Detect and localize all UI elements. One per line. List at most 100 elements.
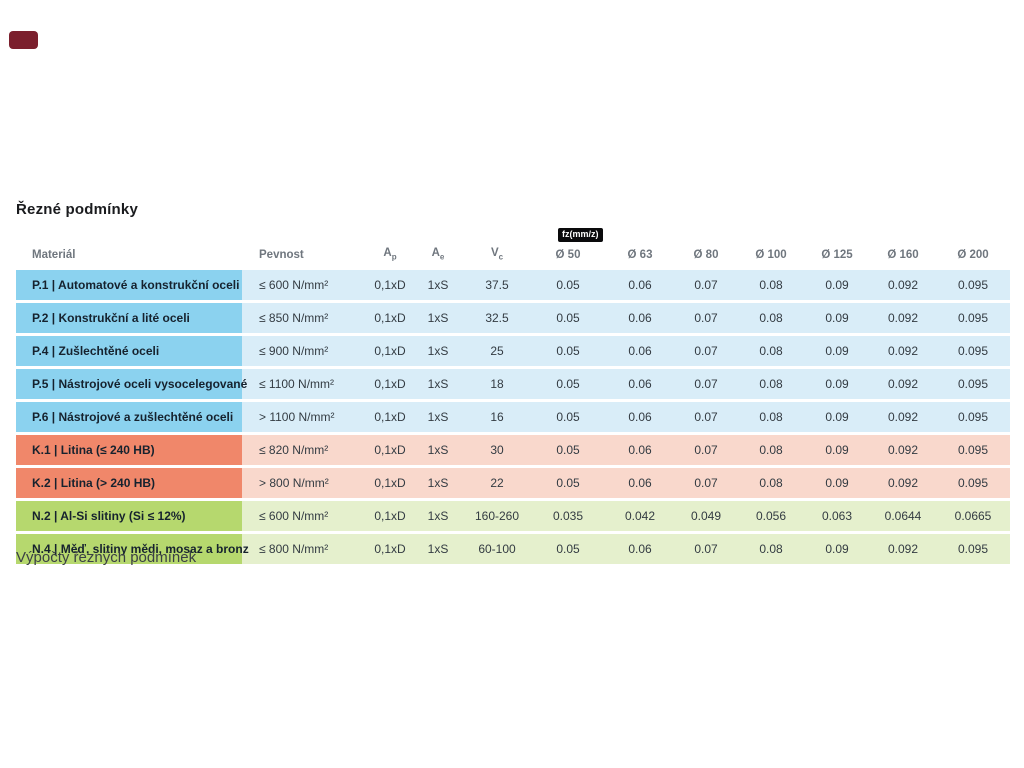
material-cell: P.1 | Automatové a konstrukční oceli bbox=[16, 270, 242, 300]
pevnost-cell: > 800 N/mm² bbox=[242, 468, 368, 498]
vc-cell: 18 bbox=[464, 369, 530, 399]
fz-cell: 0.08 bbox=[738, 303, 804, 333]
fz-cell: 0.06 bbox=[606, 435, 674, 465]
fz-cell: 0.07 bbox=[674, 402, 738, 432]
ae-cell: 1xS bbox=[412, 402, 464, 432]
fz-cell: 0.05 bbox=[530, 303, 606, 333]
fz-unit-badge: fz(mm/z) bbox=[558, 228, 603, 242]
fz-cell: 0.06 bbox=[606, 534, 674, 564]
col-header-d80: Ø 80 bbox=[693, 249, 719, 261]
fz-cell: 0.092 bbox=[870, 468, 936, 498]
fz-cell: 0.07 bbox=[674, 303, 738, 333]
fz-cell: 0.09 bbox=[804, 270, 870, 300]
col-header-d100: Ø 100 bbox=[755, 249, 787, 261]
fz-cell: 0.09 bbox=[804, 303, 870, 333]
fz-cell: 0.09 bbox=[804, 534, 870, 564]
fz-cell: 0.095 bbox=[936, 402, 1010, 432]
fz-cell: 0.092 bbox=[870, 336, 936, 366]
fz-cell: 0.08 bbox=[738, 369, 804, 399]
fz-cell: 0.08 bbox=[738, 435, 804, 465]
col-header-d125: Ø 125 bbox=[821, 249, 853, 261]
col-header-ae: Ae bbox=[412, 227, 464, 267]
cutting-conditions-table: Materiál Pevnost Ap Ae Vc fz(mm/z) Ø 50 Ø… bbox=[16, 224, 1010, 567]
fz-cell: 0.063 bbox=[804, 501, 870, 531]
fz-cell: 0.0644 bbox=[870, 501, 936, 531]
table-row: P.4 | Zušlechtěné oceli ≤ 900 N/mm² 0,1xD 1… bbox=[16, 336, 1010, 366]
fz-cell: 0.05 bbox=[530, 468, 606, 498]
fz-cell: 0.08 bbox=[738, 468, 804, 498]
table-header-row: Materiál Pevnost Ap Ae Vc fz(mm/z) Ø 50 Ø… bbox=[16, 227, 1010, 267]
vc-cell: 160-260 bbox=[464, 501, 530, 531]
table-body: P.1 | Automatové a konstrukční oceli ≤ 60… bbox=[16, 270, 1010, 564]
fz-cell: 0.07 bbox=[674, 270, 738, 300]
ap-cell: 0,1xD bbox=[368, 369, 412, 399]
fz-cell: 0.09 bbox=[804, 369, 870, 399]
fz-cell: 0.06 bbox=[606, 270, 674, 300]
fz-cell: 0.05 bbox=[530, 534, 606, 564]
vc-cell: 37.5 bbox=[464, 270, 530, 300]
fz-cell: 0.0665 bbox=[936, 501, 1010, 531]
fz-cell: 0.095 bbox=[936, 336, 1010, 366]
vc-cell: 30 bbox=[464, 435, 530, 465]
fz-cell: 0.07 bbox=[674, 534, 738, 564]
vc-label: V bbox=[490, 246, 499, 259]
ae-cell: 1xS bbox=[412, 369, 464, 399]
pevnost-cell: ≤ 600 N/mm² bbox=[242, 501, 368, 531]
table-row: K.2 | Litina (> 240 HB) > 800 N/mm² 0,1xD 1… bbox=[16, 468, 1010, 498]
vc-cell: 60-100 bbox=[464, 534, 530, 564]
table-row: N.4 | Měď, slitiny mědi, mosaz a bronz ≤ … bbox=[16, 534, 1010, 564]
material-cell: N.4 | Měď, slitiny mědi, mosaz a bronz bbox=[16, 534, 249, 564]
fz-cell: 0.092 bbox=[870, 402, 936, 432]
fz-cell: 0.06 bbox=[606, 369, 674, 399]
fz-cell: 0.08 bbox=[738, 336, 804, 366]
table-row: K.1 | Litina (≤ 240 HB) ≤ 820 N/mm² 0,1xD 1… bbox=[16, 435, 1010, 465]
fz-cell: 0.092 bbox=[870, 534, 936, 564]
ae-cell: 1xS bbox=[412, 468, 464, 498]
material-cell: P.4 | Zušlechtěné oceli bbox=[16, 336, 242, 366]
ap-cell: 0,1xD bbox=[368, 336, 412, 366]
page-title: Řezné podmínky bbox=[16, 201, 138, 218]
material-cell: K.2 | Litina (> 240 HB) bbox=[16, 468, 242, 498]
material-cell: P.6 | Nástrojové a zušlechtěné oceli bbox=[16, 402, 242, 432]
table-row: P.2 | Konstrukční a lité oceli ≤ 850 N/mm… bbox=[16, 303, 1010, 333]
fz-cell: 0.09 bbox=[804, 468, 870, 498]
fz-cell: 0.05 bbox=[530, 336, 606, 366]
table-row: P.6 | Nástrojové a zušlechtěné oceli > 11… bbox=[16, 402, 1010, 432]
fz-cell: 0.095 bbox=[936, 369, 1010, 399]
fz-cell: 0.05 bbox=[530, 435, 606, 465]
ae-cell: 1xS bbox=[412, 270, 464, 300]
fz-cell: 0.08 bbox=[738, 402, 804, 432]
ap-cell: 0,1xD bbox=[368, 534, 412, 564]
fz-cell: 0.092 bbox=[870, 435, 936, 465]
fz-cell: 0.092 bbox=[870, 303, 936, 333]
fz-cell: 0.06 bbox=[606, 336, 674, 366]
vc-cell: 32.5 bbox=[464, 303, 530, 333]
ap-cell: 0,1xD bbox=[368, 270, 412, 300]
fz-cell: 0.095 bbox=[936, 534, 1010, 564]
fz-cell: 0.08 bbox=[738, 534, 804, 564]
fz-cell: 0.092 bbox=[870, 270, 936, 300]
ae-cell: 1xS bbox=[412, 435, 464, 465]
ap-cell: 0,1xD bbox=[368, 435, 412, 465]
fz-cell: 0.095 bbox=[936, 303, 1010, 333]
ae-cell: 1xS bbox=[412, 336, 464, 366]
table-row: P.5 | Nástrojové oceli vysocelegované ≤ 1… bbox=[16, 369, 1010, 399]
vc-cell: 25 bbox=[464, 336, 530, 366]
fz-cell: 0.07 bbox=[674, 468, 738, 498]
pevnost-cell: > 1100 N/mm² bbox=[242, 402, 368, 432]
fz-cell: 0.09 bbox=[804, 336, 870, 366]
ae-label: A bbox=[431, 246, 440, 259]
ae-subscript: e bbox=[439, 252, 445, 261]
pevnost-cell: ≤ 600 N/mm² bbox=[242, 270, 368, 300]
fz-cell: 0.035 bbox=[530, 501, 606, 531]
table-row: P.1 | Automatové a konstrukční oceli ≤ 60… bbox=[16, 270, 1010, 300]
pevnost-cell: ≤ 850 N/mm² bbox=[242, 303, 368, 333]
fz-cell: 0.07 bbox=[674, 336, 738, 366]
pevnost-cell: ≤ 820 N/mm² bbox=[242, 435, 368, 465]
fz-cell: 0.06 bbox=[606, 402, 674, 432]
fz-cell: 0.06 bbox=[606, 303, 674, 333]
pevnost-cell: ≤ 1100 N/mm² bbox=[242, 369, 368, 399]
fz-cell: 0.092 bbox=[870, 369, 936, 399]
ap-subscript: p bbox=[391, 252, 397, 261]
material-cell: P.5 | Nástrojové oceli vysocelegované bbox=[16, 369, 247, 399]
